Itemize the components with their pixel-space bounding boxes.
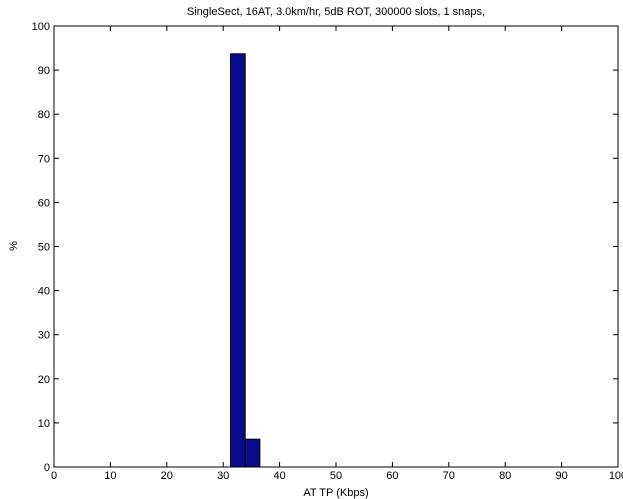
bars-group (230, 53, 261, 468)
x-tick-label: 30 (217, 470, 229, 482)
x-tick-label: 80 (499, 470, 511, 482)
x-tick-label: 90 (555, 470, 567, 482)
x-tick-label: 10 (104, 470, 116, 482)
y-tick-label: 90 (38, 65, 50, 77)
y-tick-label: 100 (32, 21, 50, 33)
x-tick-label: 100 (609, 470, 623, 482)
x-tick-label: 70 (443, 470, 455, 482)
y-axis-ticks: 0 10 20 30 40 50 60 70 80 90 100 (32, 21, 618, 474)
y-tick-label: 20 (38, 374, 50, 386)
x-tick-label: 50 (330, 470, 342, 482)
histogram-bar (244, 438, 261, 468)
y-tick-label: 60 (38, 197, 50, 209)
y-tick-label: 70 (38, 153, 50, 165)
y-tick-label: 80 (38, 109, 50, 121)
y-tick-label: 0 (44, 462, 50, 474)
x-axis-label: AT TP (Kbps) (303, 487, 368, 499)
y-tick-label: 50 (38, 242, 50, 254)
x-axis-ticks: 0 10 20 30 40 50 60 70 80 90 100 (51, 26, 623, 482)
y-tick-label: 30 (38, 330, 50, 342)
chart-title: SingleSect, 16AT, 3.0km/hr, 5dB ROT, 300… (187, 6, 485, 18)
y-tick-label: 40 (38, 286, 50, 298)
y-tick-label: 10 (38, 418, 50, 430)
x-tick-label: 60 (386, 470, 398, 482)
plot-area (53, 25, 619, 468)
histogram-bar (230, 53, 246, 468)
y-axis-label: % (8, 241, 20, 251)
x-tick-label: 0 (51, 470, 57, 482)
x-tick-label: 20 (161, 470, 173, 482)
x-tick-label: 40 (273, 470, 285, 482)
